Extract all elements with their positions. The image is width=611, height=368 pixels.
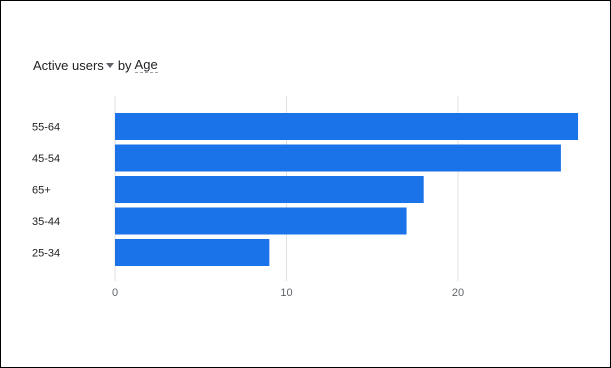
chart-header: Active users by Age — [33, 57, 158, 73]
caret-down-icon[interactable] — [105, 62, 114, 68]
metric-selector[interactable]: Active users — [33, 58, 104, 73]
category-label: 65+ — [32, 185, 51, 197]
bar-35-44[interactable] — [115, 207, 407, 235]
metric-label: Active users — [33, 57, 104, 73]
bar-65+[interactable] — [115, 176, 424, 203]
x-tick-label: 10 — [280, 287, 292, 299]
dimension-selector[interactable]: Age — [134, 57, 158, 73]
category-label: 25-34 — [32, 248, 60, 260]
category-label: 55-64 — [32, 122, 60, 134]
bar-25-34[interactable] — [115, 239, 270, 266]
bar-55-64[interactable] — [115, 113, 579, 140]
category-label: 35-44 — [32, 216, 60, 228]
by-label: by — [117, 57, 132, 73]
bars — [115, 113, 579, 266]
bar-45-54[interactable] — [115, 144, 561, 172]
x-axis-ticks: 0 10 20 — [112, 287, 464, 299]
category-labels: 55-64 45-54 65+ 35-44 25-34 — [32, 122, 60, 260]
category-label: 45-54 — [32, 153, 60, 165]
x-tick-label: 0 — [112, 287, 118, 299]
x-tick-label: 20 — [452, 287, 464, 299]
